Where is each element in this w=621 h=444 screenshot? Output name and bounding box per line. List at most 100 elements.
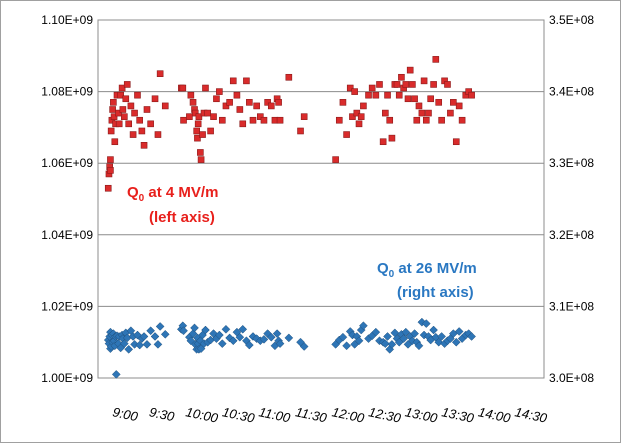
- data-point-square: [365, 91, 372, 99]
- data-point-square: [197, 149, 204, 156]
- data-point-diamond: [135, 340, 145, 350]
- data-point-diamond: [238, 324, 248, 334]
- data-point-square: [372, 91, 380, 99]
- data-point-square: [285, 73, 293, 81]
- right-axis-tick-label: 3.1E+08: [549, 299, 594, 313]
- data-point-square: [110, 113, 118, 120]
- x-axis-tick-label: 10:30: [221, 404, 257, 426]
- data-point-square: [357, 113, 365, 120]
- data-point-diamond: [111, 370, 121, 379]
- data-point-square: [275, 99, 282, 106]
- data-point-square: [450, 99, 457, 106]
- data-point-square: [393, 81, 401, 88]
- data-point-diamond: [434, 337, 444, 347]
- data-point-square: [161, 102, 169, 110]
- data-point-square: [353, 109, 361, 117]
- data-point-square: [257, 113, 264, 120]
- data-point-square: [186, 113, 193, 120]
- x-axis-tick-labels: 9:00 9:30 10:00 10:30 11:00 11:30 12:00 12:30 13…: [111, 404, 549, 426]
- data-point-diamond: [399, 334, 408, 343]
- data-point-diamond: [266, 332, 276, 342]
- right-axis-tick-label: 3.0E+08: [549, 371, 594, 385]
- data-point-square: [191, 109, 199, 117]
- data-point-square: [156, 70, 164, 77]
- data-point-square: [127, 102, 135, 110]
- right-axis-tick-label: 3.5E+08: [549, 13, 594, 27]
- annotation-left-series-axis-note: (left axis): [149, 209, 215, 226]
- data-point-square: [267, 102, 275, 110]
- data-point-square: [435, 99, 443, 106]
- data-point-square: [154, 131, 162, 138]
- data-point-diamond: [338, 332, 348, 342]
- data-point-diamond: [275, 339, 285, 348]
- data-point-square: [388, 134, 396, 142]
- data-point-square: [104, 184, 112, 192]
- data-point-square: [131, 109, 138, 117]
- data-point-diamond: [383, 332, 392, 341]
- data-point-diamond: [160, 329, 170, 339]
- x-axis-tick-label: 13:30: [440, 404, 476, 426]
- data-point-square: [386, 116, 394, 124]
- data-point-square: [107, 156, 114, 163]
- data-point-diamond: [215, 330, 224, 340]
- data-point-square: [119, 106, 127, 113]
- annotation-right-series: Q0 at 26 MV/m: [377, 260, 477, 280]
- data-point-square: [138, 127, 146, 135]
- data-point-diamond: [235, 332, 245, 342]
- data-point-diamond: [133, 330, 142, 340]
- data-point-square: [379, 138, 387, 146]
- left-axis-tick-label: 1.08E+09: [41, 85, 93, 99]
- left-axis-tick-label: 1.04E+09: [41, 228, 93, 242]
- x-axis-tick-label: 14:00: [477, 404, 513, 426]
- data-point-square: [107, 127, 115, 135]
- data-point-square: [122, 95, 130, 103]
- data-point-square: [253, 102, 260, 110]
- data-point-square: [413, 116, 421, 124]
- data-point-square: [425, 109, 432, 117]
- x-axis-tick-label: 10:00: [184, 404, 220, 426]
- x-axis-tick-label: 9:30: [148, 404, 177, 424]
- data-point-square: [368, 84, 376, 92]
- data-point-diamond: [467, 332, 476, 341]
- data-point-diamond: [410, 329, 419, 338]
- data-point-square: [432, 56, 440, 63]
- data-point-square: [404, 95, 412, 103]
- data-point-diamond: [342, 341, 351, 351]
- data-point-square: [210, 113, 217, 120]
- data-point-square: [276, 116, 284, 124]
- data-point-diamond: [225, 333, 234, 343]
- data-point-square: [134, 91, 141, 99]
- data-point-square: [202, 84, 209, 92]
- data-point-square: [349, 113, 356, 120]
- left-axis-tick-labels: 1.00E+09 1.02E+09 1.04E+09 1.06E+09 1.08E+09…: [41, 13, 93, 385]
- data-point-square: [151, 95, 159, 103]
- data-point-square: [402, 81, 410, 88]
- data-point-diamond: [451, 337, 461, 347]
- data-point-square: [189, 99, 197, 106]
- series-left-axis: [104, 56, 475, 192]
- data-point-square: [121, 113, 128, 120]
- left-axis-tick-label: 1.00E+09: [41, 371, 93, 385]
- data-point-square: [236, 106, 244, 113]
- annotation-right-series-axis-note: (right axis): [397, 284, 474, 301]
- data-point-square: [239, 120, 247, 128]
- data-point-diamond: [196, 336, 205, 346]
- data-point-diamond: [299, 342, 309, 351]
- data-point-diamond: [437, 332, 446, 341]
- data-point-diamond: [146, 326, 155, 336]
- x-axis-tick-label: 11:00: [258, 404, 293, 425]
- data-point-square: [204, 109, 211, 117]
- data-point-square: [207, 127, 214, 135]
- data-point-square: [297, 127, 304, 135]
- right-axis-tick-label: 3.4E+08: [549, 85, 594, 99]
- data-point-square: [343, 131, 350, 138]
- data-point-square: [384, 91, 391, 99]
- data-point-square: [468, 91, 475, 99]
- data-point-square: [129, 131, 137, 138]
- left-axis-tick-label: 1.02E+09: [41, 299, 93, 313]
- data-point-diamond: [130, 339, 139, 349]
- data-point-diamond: [155, 322, 165, 331]
- data-point-square: [193, 127, 201, 135]
- data-point-diamond: [221, 324, 231, 334]
